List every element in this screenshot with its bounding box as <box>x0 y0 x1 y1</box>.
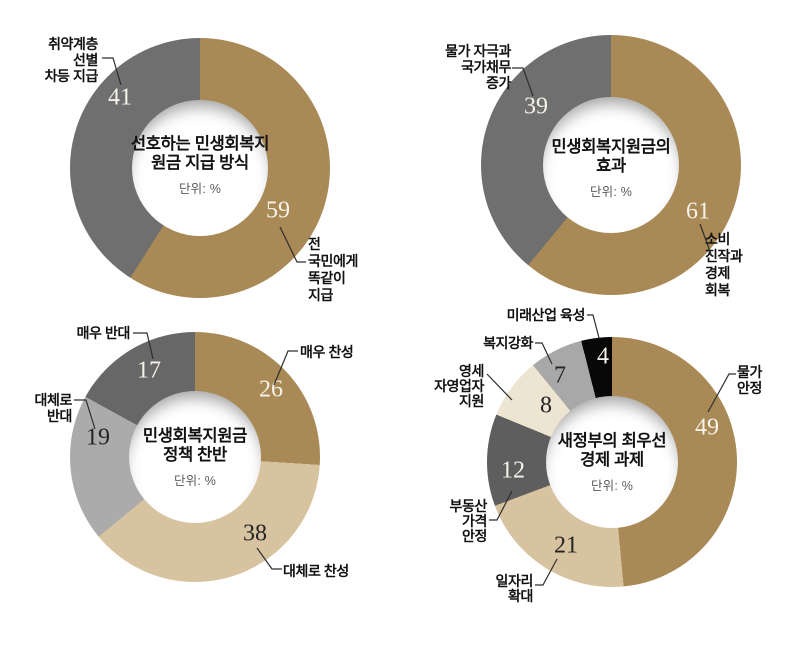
donut-ring <box>70 38 330 298</box>
connector-line <box>587 314 600 339</box>
connector-line <box>535 342 553 365</box>
segment-label: 부동산 가격 안정 <box>449 498 488 544</box>
chart-title: 새정부의 최우선 경제 과제 <box>557 432 667 469</box>
chart-unit: 단위: % <box>590 479 634 493</box>
donut-ring <box>481 35 741 295</box>
connector-line <box>273 350 298 386</box>
segment-label: 대체로 찬성 <box>283 563 349 579</box>
segment-value: 39 <box>524 93 548 120</box>
segment-label: 복지강화 <box>483 335 533 351</box>
donut-hole <box>129 391 261 523</box>
connector-line <box>699 223 712 255</box>
segment-label: 대체로 반대 <box>34 392 73 424</box>
connector-line <box>535 558 558 586</box>
donut-hole <box>543 97 679 233</box>
chart-title: 선호하는 민생회복지 원금 지급 방식 <box>130 135 270 172</box>
segment-value: 61 <box>686 198 710 225</box>
connector-line <box>486 373 513 401</box>
donut-ring <box>70 332 320 582</box>
connector-line <box>74 399 96 430</box>
connector-line <box>489 490 513 521</box>
segment-label: 영세 자영업자 지원 <box>434 363 484 409</box>
segment-label: 물가 자극과 국가채무 증가 <box>445 43 511 91</box>
donut-ring <box>487 337 737 587</box>
segment-label: 물가 안정 <box>737 364 762 396</box>
segment-value: 59 <box>266 197 290 224</box>
segment-value: 38 <box>243 520 267 547</box>
segment-label: 미래산업 육성 <box>506 307 586 323</box>
segment-label: 일자리 확대 <box>495 573 534 604</box>
donut-hole <box>546 396 678 528</box>
segment-label: 매우 찬성 <box>300 344 354 360</box>
chart-title: 민생회복지원금의 효과 <box>551 138 671 175</box>
segment-label: 매우 반대 <box>76 325 131 341</box>
segment-value: 8 <box>540 392 552 419</box>
chart-unit: 단위: % <box>173 474 217 488</box>
segment-value: 12 <box>501 457 525 484</box>
chart-center-text: 민생회복지원금 정책 찬반 단위: % <box>85 427 305 489</box>
segment-label: 소비 진작과 경제 회복 <box>705 231 743 298</box>
segment-value: 41 <box>108 84 132 111</box>
chart-center-text: 새정부의 최우선 경제 과제 단위: % <box>502 432 722 494</box>
chart-center-text: 민생회복지원금의 효과 단위: % <box>501 138 721 200</box>
connector-line <box>512 67 534 97</box>
chart-unit: 단위: % <box>178 182 222 196</box>
connector-line <box>256 547 282 570</box>
segment-value: 26 <box>259 376 283 403</box>
segment-value: 49 <box>695 414 719 441</box>
chart-center-text: 선호하는 민생회복지 원금 지급 방식 단위: % <box>90 135 310 197</box>
connector-line <box>133 332 154 360</box>
segment-value: 21 <box>554 532 578 559</box>
donut-hole <box>132 100 268 236</box>
segment-value: 19 <box>86 424 110 451</box>
connector-line <box>102 57 122 86</box>
segment-label: 취약계층 선별 차등 지급 <box>44 36 99 84</box>
segment-value: 4 <box>597 343 609 370</box>
segment-label: 전 국민에게 똑같이 지급 <box>308 236 358 303</box>
segment-value: 7 <box>554 362 566 389</box>
chart-title: 민생회복지원금 정책 찬반 <box>142 427 248 464</box>
chart-unit: 단위: % <box>589 185 633 199</box>
connector-line <box>279 226 306 263</box>
connector-line <box>707 373 736 413</box>
segment-value: 17 <box>137 357 161 384</box>
